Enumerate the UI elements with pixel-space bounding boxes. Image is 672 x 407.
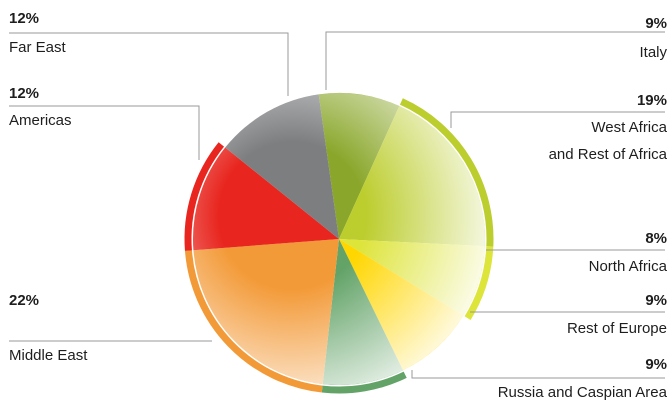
leader-line-russia bbox=[411, 370, 665, 379]
slice-label-west-africa-line1: West Africa bbox=[591, 119, 667, 136]
slice-label-pct-italy: 9% bbox=[645, 15, 667, 32]
slice-label-west-africa-line2: and Rest of Africa bbox=[548, 146, 667, 163]
slice-label-americas: Americas bbox=[9, 112, 72, 129]
slice-label-pct-west-africa: 19% bbox=[636, 92, 667, 109]
slice-rim-west-africa bbox=[399, 98, 494, 247]
slice-label-middle-east: Middle East bbox=[9, 347, 88, 364]
leader-line-italy bbox=[325, 31, 665, 90]
slice-label-pct-americas: 12% bbox=[9, 85, 40, 102]
slice-rim-russia bbox=[321, 371, 407, 394]
slice-label-italy: Italy bbox=[639, 44, 667, 61]
slice-rim-middle-east bbox=[184, 250, 323, 393]
slice-label-north-africa: North Africa bbox=[588, 258, 667, 275]
slice-label-pct-rest-of-europe: 9% bbox=[645, 292, 667, 309]
slice-label-pct-north-africa: 8% bbox=[645, 230, 667, 247]
slice-rim-americas bbox=[184, 142, 225, 251]
leader-line-americas bbox=[9, 105, 200, 160]
slice-rim-north-africa bbox=[464, 246, 494, 320]
pie-gloss bbox=[193, 93, 485, 385]
slice-label-pct-middle-east: 22% bbox=[9, 292, 40, 309]
slice-label-russia: Russia and Caspian Area bbox=[497, 384, 667, 401]
slice-label-rest-of-europe: Rest of Europe bbox=[566, 320, 667, 337]
leader-line-west-africa bbox=[450, 111, 665, 128]
slice-label-far-east: Far East bbox=[9, 39, 66, 56]
leader-line-far-east bbox=[9, 32, 289, 96]
slice-label-pct-russia: 9% bbox=[645, 356, 667, 373]
slice-label-pct-far-east: 12% bbox=[9, 10, 40, 27]
